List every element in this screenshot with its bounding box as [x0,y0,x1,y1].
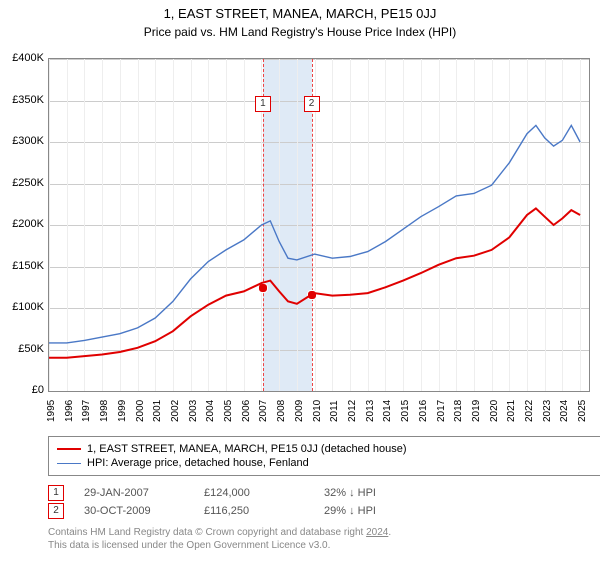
x-tick-label: 2000 [135,400,146,422]
sale-date: 30-OCT-2009 [84,505,204,517]
x-tick-label: 2005 [223,400,234,422]
y-tick-label: £50K [0,343,48,355]
x-tick-label: 2016 [418,400,429,422]
x-tick-label: 2021 [506,400,517,422]
y-tick-label: £100K [0,301,48,313]
legend-item: HPI: Average price, detached house, Fenl… [57,457,593,469]
sale-date: 29-JAN-2007 [84,487,204,499]
sale-delta: 29% ↓ HPI [324,505,444,517]
y-tick-label: £400K [0,52,48,64]
x-tick-label: 2003 [188,400,199,422]
x-tick-label: 2010 [312,400,323,422]
chart-title: 1, EAST STREET, MANEA, MARCH, PE15 0JJ [0,6,600,21]
legend-swatch-red [57,448,81,450]
sales-table: 1 29-JAN-2007 £124,000 32% ↓ HPI 2 30-OC… [48,484,584,520]
x-tick-label: 2007 [258,400,269,422]
x-tick-label: 2024 [559,400,570,422]
x-tick-label: 2002 [170,400,181,422]
x-tick-label: 2023 [542,400,553,422]
chart-subtitle: Price paid vs. HM Land Registry's House … [0,25,600,39]
x-tick-label: 1996 [64,400,75,422]
y-tick-label: £0 [0,384,48,396]
series-line-hpi [49,125,580,343]
x-tick-label: 2018 [453,400,464,422]
x-tick-label: 1999 [117,400,128,422]
marker-box-icon: 2 [48,503,64,519]
y-tick-label: £200K [0,218,48,230]
x-tick-label: 2017 [436,400,447,422]
y-tick-label: £350K [0,94,48,106]
x-tick-label: 2004 [205,400,216,422]
footer-attribution: Contains HM Land Registry data © Crown c… [48,526,584,552]
x-tick-label: 2025 [577,400,588,422]
x-tick-label: 2014 [382,400,393,422]
x-tick-label: 2020 [489,400,500,422]
y-tick-label: £150K [0,260,48,272]
marker-box-icon: 1 [48,485,64,501]
legend-item: 1, EAST STREET, MANEA, MARCH, PE15 0JJ (… [57,443,593,455]
y-tick-label: £300K [0,135,48,147]
series-line-price_paid [49,208,580,357]
y-tick-label: £250K [0,177,48,189]
x-tick-label: 2008 [276,400,287,422]
x-tick-label: 2001 [152,400,163,422]
sale-price: £116,250 [204,505,324,517]
table-row: 1 29-JAN-2007 £124,000 32% ↓ HPI [48,484,584,502]
x-tick-label: 2006 [241,400,252,422]
x-tick-label: 2022 [524,400,535,422]
legend-box: 1, EAST STREET, MANEA, MARCH, PE15 0JJ (… [48,436,600,476]
table-row: 2 30-OCT-2009 £116,250 29% ↓ HPI [48,502,584,520]
legend-swatch-blue [57,463,81,464]
sale-price: £124,000 [204,487,324,499]
x-tick-label: 1997 [81,400,92,422]
sale-delta: 32% ↓ HPI [324,487,444,499]
footer-year-link[interactable]: 2024 [366,527,388,538]
x-tick-label: 2015 [400,400,411,422]
legend-label: HPI: Average price, detached house, Fenl… [87,457,309,469]
x-tick-label: 2009 [294,400,305,422]
x-tick-label: 1998 [99,400,110,422]
chart-area: 12 [48,58,590,392]
x-tick-label: 1995 [46,400,57,422]
x-tick-label: 2013 [365,400,376,422]
legend-label: 1, EAST STREET, MANEA, MARCH, PE15 0JJ (… [87,443,407,455]
x-tick-label: 2011 [329,400,340,422]
x-tick-label: 2019 [471,400,482,422]
x-tick-label: 2012 [347,400,358,422]
